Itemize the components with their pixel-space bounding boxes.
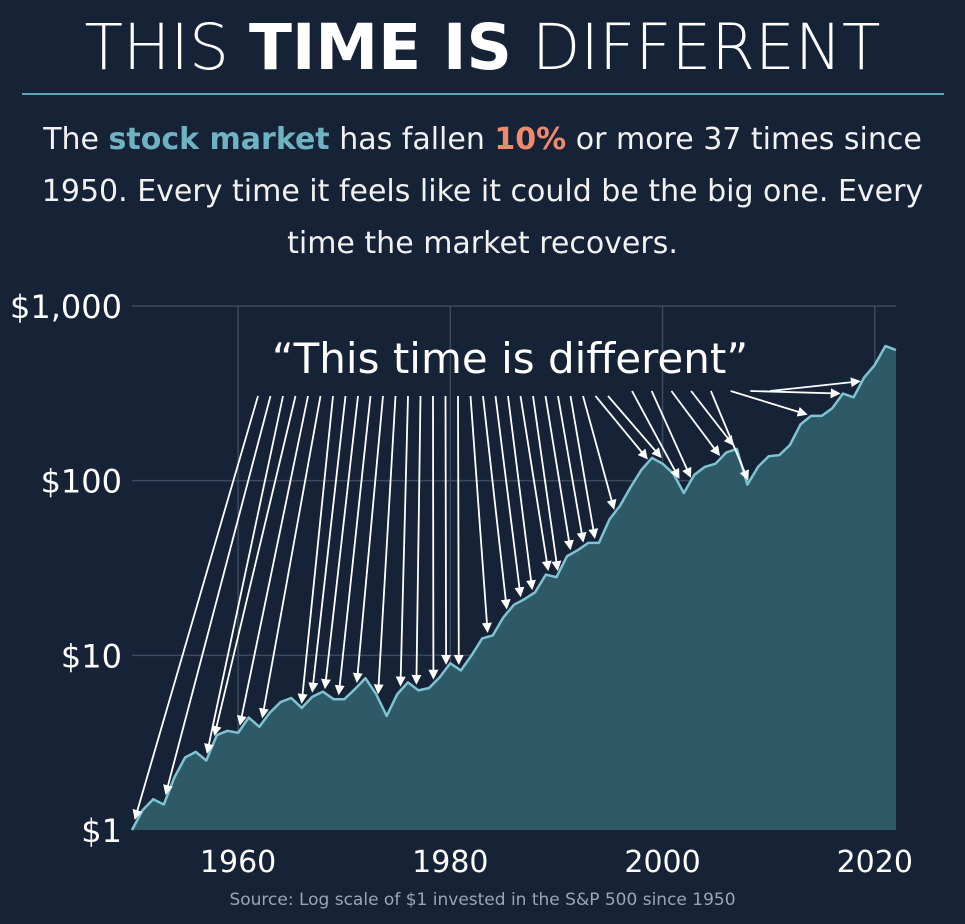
- subtitle-suffix: or more 37 times since 1950. Every time …: [41, 122, 924, 261]
- subtitle-middle: has fallen: [329, 122, 495, 157]
- drawdown-arrow: [750, 388, 841, 399]
- subtitle: The stock market has fallen 10% or more …: [40, 114, 925, 270]
- drawdown-arrow: [769, 377, 861, 392]
- drawdown-arrow: [507, 395, 536, 591]
- drawdown-arrows: [132, 377, 861, 820]
- x-tick-label: 1980: [412, 845, 488, 880]
- drawdown-arrow: [710, 390, 749, 481]
- drawdown-arrow: [453, 395, 464, 665]
- drawdown-arrow: [482, 395, 511, 610]
- x-tick-label: 2020: [837, 845, 913, 880]
- drawdown-arrow: [532, 395, 562, 572]
- y-tick-label: $100: [41, 463, 122, 501]
- price-line: [130, 344, 897, 831]
- drawdown-arrow: [259, 395, 322, 719]
- drawdown-arrow: [132, 395, 259, 820]
- title-part-1: THIS: [84, 11, 249, 84]
- drawdown-arrow: [519, 395, 552, 572]
- y-tick-label: $10: [61, 637, 122, 675]
- drawdown-arrow: [211, 395, 297, 737]
- y-tick-label: $1,000: [10, 288, 122, 326]
- subtitle-prefix: The: [43, 122, 109, 157]
- drawdown-arrow: [236, 395, 309, 726]
- drawdown-arrow: [670, 390, 720, 457]
- drawdown-arrow: [544, 395, 574, 551]
- drawdown-arrow: [163, 395, 272, 796]
- drawdown-arrow: [690, 390, 734, 446]
- drawdown-arrow: [297, 395, 334, 704]
- page-title: THIS TIME IS DIFFERENT: [0, 8, 965, 88]
- drawdown-arrow: [582, 395, 617, 510]
- price-area-fill: [132, 346, 896, 830]
- drawdown-arrow: [650, 390, 692, 478]
- drawdown-arrow: [557, 395, 587, 543]
- drawdown-arrow: [441, 395, 452, 665]
- chart-annotation: “This time is different”: [272, 334, 748, 383]
- drawdown-arrow: [730, 390, 808, 417]
- subtitle-highlight-stock-market: stock market: [108, 122, 330, 157]
- x-tick-label: 1960: [200, 845, 276, 880]
- drawdown-arrow: [411, 395, 422, 685]
- drawdown-arrow: [395, 395, 409, 687]
- drawdown-arrow: [594, 395, 648, 460]
- axis-labels: $1 $10 $100 $1,000 1960 1980 2000 2020: [10, 288, 913, 880]
- subtitle-highlight-percent: 10%: [494, 122, 567, 157]
- price-area: [130, 344, 897, 831]
- title-part-3: DIFFERENT: [511, 11, 881, 84]
- drawdown-arrow: [321, 395, 359, 690]
- drawdown-arrow: [631, 390, 680, 479]
- drawdown-arrow: [204, 395, 284, 754]
- title-divider: [22, 93, 944, 95]
- source-note: Source: Log scale of $1 invested in the …: [229, 890, 736, 910]
- x-tick-label: 2000: [624, 845, 700, 880]
- drawdown-arrow: [494, 395, 525, 598]
- drawdown-arrow: [308, 395, 347, 693]
- drawdown-arrow: [373, 395, 397, 695]
- drawdown-arrow: [469, 395, 492, 633]
- drawdown-arrow: [352, 395, 384, 683]
- drawdown-arrow: [569, 395, 599, 539]
- drawdown-arrow: [607, 395, 662, 459]
- drawdown-arrow: [334, 395, 372, 696]
- y-tick-label: $1: [81, 812, 122, 850]
- title-part-2: TIME IS: [248, 11, 512, 84]
